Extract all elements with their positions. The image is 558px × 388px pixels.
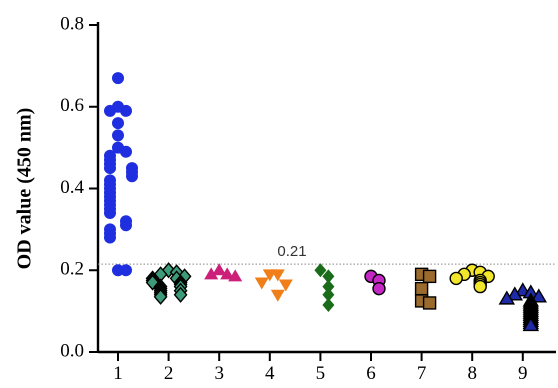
data-point <box>120 104 132 117</box>
data-point <box>473 279 487 294</box>
data-point <box>322 287 335 302</box>
data-point <box>112 117 124 130</box>
x-tick-label: 2 <box>164 363 174 384</box>
y-tick-label: 0.6 <box>60 95 84 116</box>
x-tick-label: 5 <box>316 363 326 384</box>
data-point <box>372 281 386 296</box>
data-point <box>270 289 285 302</box>
data-point <box>126 170 138 183</box>
x-tick-label: 7 <box>417 363 427 384</box>
data-point <box>204 267 219 280</box>
data-point <box>153 288 168 305</box>
data-point <box>104 231 116 244</box>
data-point <box>449 271 463 286</box>
y-axis-label: OD value (450 nm) <box>14 108 36 270</box>
data-point <box>506 286 524 301</box>
threshold-label: 0.21 <box>277 243 306 260</box>
threshold: 0.21 <box>98 243 556 265</box>
data-point <box>322 279 335 294</box>
data-point <box>278 279 293 292</box>
data-point <box>322 269 335 284</box>
data-point <box>254 277 269 290</box>
data-point <box>104 104 116 117</box>
x-tick-label: 6 <box>366 363 376 384</box>
axes: 0.0 0.2 0.4 0.6 0.8 1 2 3 4 5 6 7 8 9 <box>60 13 556 384</box>
data-point <box>120 145 132 158</box>
data-point <box>414 281 429 296</box>
y-tick-label: 0.2 <box>60 259 84 280</box>
data-point <box>228 269 243 282</box>
data-point <box>112 72 124 85</box>
data-point <box>120 264 132 277</box>
data-point <box>173 286 188 303</box>
y-tick-label: 0.4 <box>60 177 84 198</box>
data-point <box>120 219 132 232</box>
data-point <box>322 297 335 312</box>
data-points <box>104 72 548 332</box>
data-point <box>104 162 116 175</box>
data-point <box>422 296 437 310</box>
data-point <box>498 290 516 305</box>
y-tick-label: 0.8 <box>60 13 84 34</box>
x-tick-label: 9 <box>518 363 528 384</box>
y-tick-label: 0.0 <box>60 340 84 361</box>
data-point <box>522 317 540 332</box>
data-point <box>270 269 285 282</box>
data-point <box>314 263 327 278</box>
data-point <box>212 263 227 276</box>
data-point <box>220 267 235 280</box>
x-tick-label: 3 <box>214 363 224 384</box>
data-point <box>104 207 116 220</box>
data-point <box>530 288 548 303</box>
data-point <box>422 269 437 284</box>
x-tick-label: 4 <box>265 363 275 384</box>
data-point <box>112 129 124 142</box>
x-tick-label: 1 <box>113 363 123 384</box>
x-tick-label: 8 <box>467 363 477 384</box>
